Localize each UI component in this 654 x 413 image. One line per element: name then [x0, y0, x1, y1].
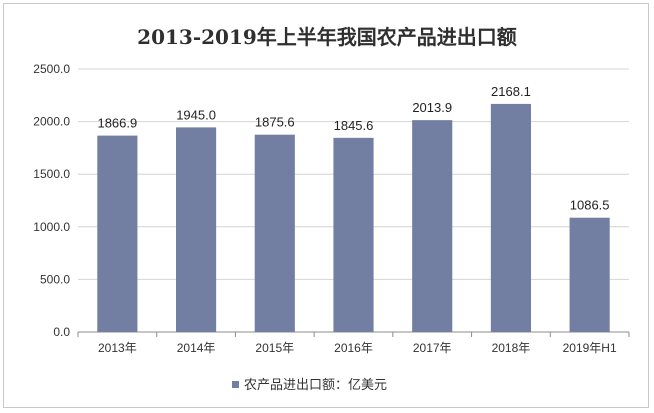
x-tick-label: 2015年	[255, 341, 294, 355]
y-tick-label: 1000.0	[33, 220, 70, 234]
legend-label: 农产品进出口额：亿美元	[244, 377, 387, 392]
x-tick-label: 2014年	[177, 341, 216, 355]
bars	[97, 103, 610, 332]
bar	[412, 120, 453, 332]
y-tick-label: 2500.0	[33, 62, 70, 76]
data-labels: 1866.9 1945.0 1875.6 1845.6 2013.9 2168.1 1086…	[97, 84, 609, 213]
data-label: 1866.9	[97, 116, 137, 131]
chart-frame: 2013-2019年上半年我国农产品进出口额 0.0 500.0 1000.0 150…	[3, 3, 649, 408]
bar	[490, 103, 532, 332]
x-tick-label: 2019年H1	[563, 341, 617, 355]
x-tick-label: 2017年	[413, 341, 452, 355]
x-tick-label: 2013年	[98, 341, 137, 355]
y-tick-label: 0.0	[53, 325, 70, 339]
bar	[254, 134, 295, 332]
y-tick-label: 2000.0	[33, 115, 70, 129]
bar-chart: 2013-2019年上半年我国农产品进出口额 0.0 500.0 1000.0 150…	[33, 25, 630, 392]
bar	[175, 127, 217, 332]
bar	[333, 137, 374, 332]
y-axis-ticks: 0.0 500.0 1000.0 1500.0 2000.0 2500.0	[33, 62, 70, 339]
bar	[569, 217, 610, 332]
y-tick-label: 1500.0	[33, 167, 70, 181]
chart-title: 2013-2019年上半年我国农产品进出口额	[137, 25, 517, 49]
data-label: 1086.5	[570, 198, 610, 213]
x-tick-label: 2018年	[492, 341, 531, 355]
bar	[97, 135, 138, 332]
data-label: 1845.6	[334, 118, 374, 133]
x-axis-ticks: 2013年 2014年 2015年 2016年 2017年 2018年 2019年H1	[77, 332, 630, 355]
y-tick-label: 500.0	[40, 272, 70, 286]
data-label: 2013.9	[412, 100, 452, 115]
legend: 农产品进出口额：亿美元	[232, 377, 387, 392]
data-label: 2168.1	[491, 84, 531, 99]
data-label: 1875.6	[255, 115, 295, 130]
x-tick-label: 2016年	[334, 341, 373, 355]
legend-swatch	[232, 381, 239, 388]
data-label: 1945.0	[176, 107, 216, 122]
